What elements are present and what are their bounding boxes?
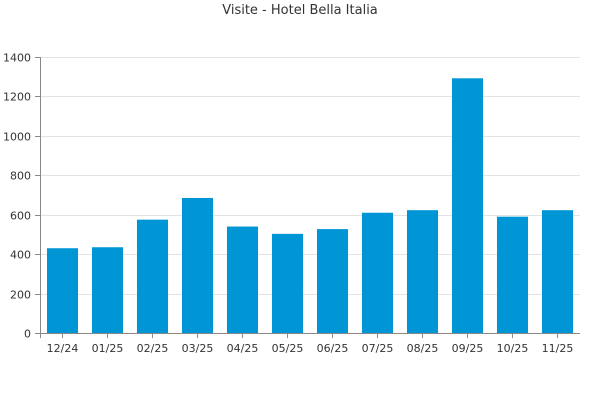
bar-01/25 <box>91 247 124 333</box>
chart-title: Visite - Hotel Bella Italia <box>222 3 378 18</box>
tick-labels: 0 200 400 600 800 1000 1200 1400 12/24 01/25 02/25… <box>3 52 573 356</box>
bar-03/25 <box>181 197 214 333</box>
x-tick-label-06/25: 06/25 <box>317 342 349 355</box>
y-tick-label-0: 0 <box>24 328 31 341</box>
y-tick-label-600: 600 <box>10 210 31 223</box>
bars <box>46 78 574 333</box>
bar-05/25 <box>271 233 304 333</box>
y-tick-label-800: 800 <box>10 170 31 183</box>
bar-06/25 <box>316 229 349 333</box>
bar-08/25 <box>406 210 439 333</box>
bar-11/25 <box>541 210 574 333</box>
x-tick-label-01/25: 01/25 <box>92 342 124 355</box>
bar-09/25 <box>451 78 484 333</box>
y-tick-label-1200: 1200 <box>3 91 31 104</box>
x-tick-label-02/25: 02/25 <box>137 342 169 355</box>
x-tick-label-04/25: 04/25 <box>227 342 259 355</box>
x-tick-label-08/25: 08/25 <box>407 342 439 355</box>
y-tick-label-1400: 1400 <box>3 52 31 65</box>
bar-04/25 <box>226 226 259 333</box>
x-tick-label-11/25: 11/25 <box>542 342 574 355</box>
bar-07/25 <box>361 212 394 333</box>
grid-lines <box>40 57 580 295</box>
bar-10/25 <box>496 216 529 333</box>
y-tick-label-1000: 1000 <box>3 131 31 144</box>
y-tick-label-200: 200 <box>10 289 31 302</box>
x-tick-label-07/25: 07/25 <box>362 342 394 355</box>
axes <box>35 57 580 338</box>
x-tick-label-09/25: 09/25 <box>452 342 484 355</box>
y-tick-label-400: 400 <box>10 249 31 262</box>
x-tick-label-10/25: 10/25 <box>497 342 529 355</box>
x-tick-label-12/24: 12/24 <box>47 342 79 355</box>
bar-12/24 <box>46 248 79 333</box>
x-tick-label-05/25: 05/25 <box>272 342 304 355</box>
bar-02/25 <box>136 219 169 333</box>
x-tick-label-03/25: 03/25 <box>182 342 214 355</box>
